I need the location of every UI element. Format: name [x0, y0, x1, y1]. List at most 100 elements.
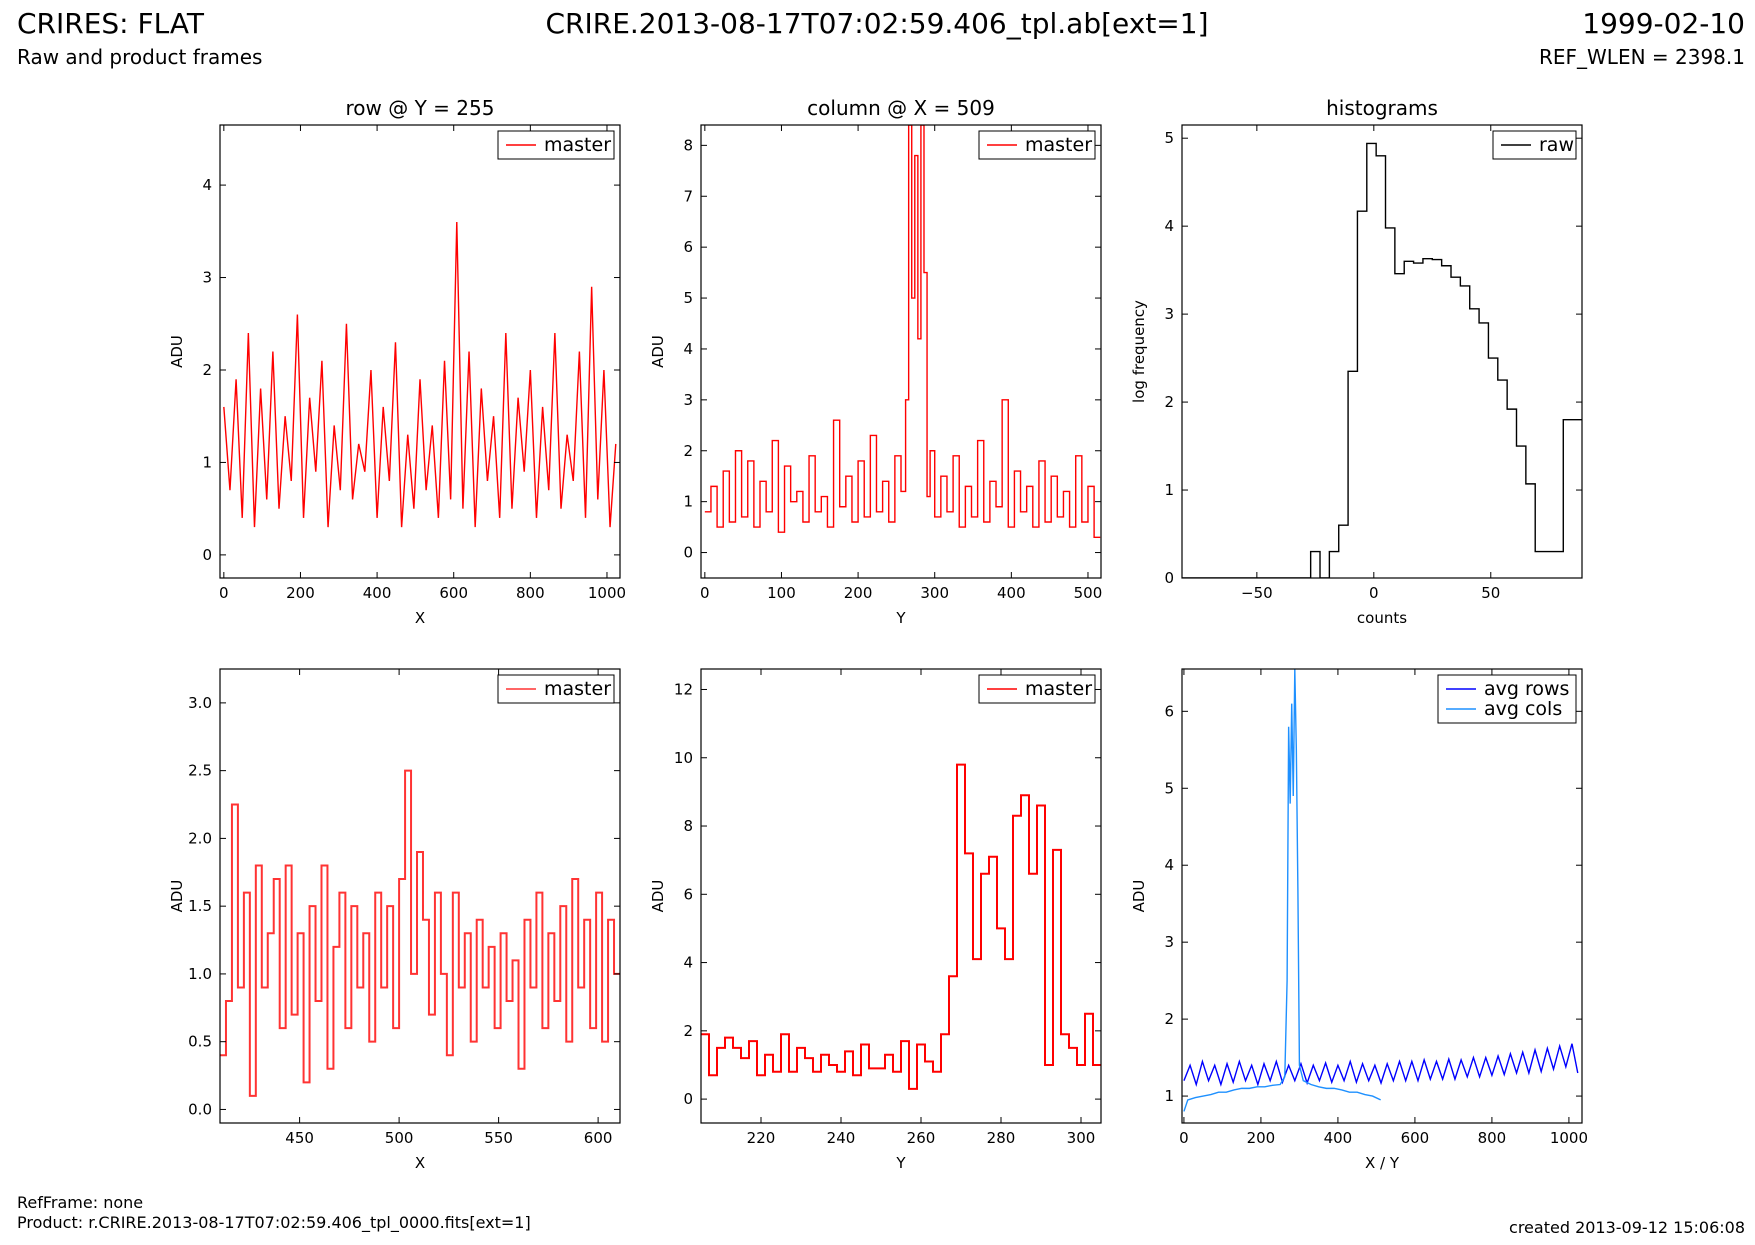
x-tick-label: 500: [385, 1129, 414, 1147]
chart-panel-3: −50 0 50 0 1 2 3 4 5 histograms counts log frequenc…: [1130, 96, 1583, 627]
chart-panel-6: 0 200 400 600 800 1000 1 2 3 4 5 6 X / Y ADU avg rowsa…: [1130, 668, 1588, 1172]
y-tick-label: 8: [683, 817, 693, 835]
product-label: Product: r.CRIRE.2013-08-17T07:02:59.406…: [17, 1213, 531, 1232]
y-tick-label: 5: [1164, 129, 1174, 147]
x-tick-label: 600: [1401, 1129, 1430, 1147]
legend-box: [978, 674, 1096, 704]
chart-panel-2: 0 100 200 300 400 500 0 1 2 3 4 5 6 7 8 column @ X = 50…: [649, 96, 1102, 627]
y-tick-label: 10: [674, 749, 693, 767]
refframe-label: RefFrame: none: [17, 1193, 144, 1212]
y-tick-label: 2: [683, 442, 693, 460]
y-tick-label: 0: [202, 546, 212, 564]
x-tick-label: 200: [1247, 1129, 1276, 1147]
y-tick-label: 1: [202, 453, 212, 471]
y-tick-label: 6: [1164, 702, 1174, 720]
y-tick-label: 0: [1164, 569, 1174, 587]
y-axis-label: ADU: [1130, 880, 1148, 913]
series-line-master: [223, 222, 617, 528]
x-tick-label: 200: [844, 584, 873, 602]
series-line-master: [701, 763, 1101, 1090]
y-tick-label: 0.5: [188, 1033, 212, 1051]
y-tick-label: 2: [1164, 1010, 1174, 1028]
legend-label: master: [1025, 134, 1092, 156]
axes-frame: [219, 124, 621, 579]
y-tick-label: 2: [1164, 393, 1174, 411]
x-tick-label: 0: [1369, 584, 1379, 602]
chart-title: histograms: [1326, 96, 1438, 120]
legend-label: master: [1025, 678, 1092, 700]
axes-frame: [219, 668, 621, 1124]
x-tick-label: 280: [987, 1129, 1016, 1147]
x-tick-label: 300: [1067, 1129, 1096, 1147]
y-tick-label: 0: [683, 544, 693, 562]
x-tick-label: 220: [747, 1129, 776, 1147]
x-tick-label: 0: [219, 584, 229, 602]
axes-frame: [700, 124, 1102, 579]
x-axis-label: X / Y: [1365, 1154, 1400, 1172]
x-tick-label: 1000: [1550, 1129, 1588, 1147]
y-tick-label: 1.5: [188, 897, 212, 915]
y-tick-label: 1: [1164, 1087, 1174, 1105]
x-tick-label: 300: [920, 584, 949, 602]
legend-label: avg cols: [1484, 698, 1562, 720]
x-tick-label: 0: [700, 584, 710, 602]
y-axis-label: ADU: [649, 880, 667, 913]
legend-box: [1437, 674, 1577, 724]
x-tick-label: 800: [516, 584, 545, 602]
axes-frame: [700, 668, 1102, 1124]
figure-title: CRIRES: FLAT: [17, 7, 204, 40]
legend: raw: [1492, 130, 1577, 160]
y-axis-label: ADU: [168, 335, 186, 368]
x-axis-label: X: [415, 1154, 425, 1172]
y-tick-label: 3: [683, 391, 693, 409]
y-tick-label: 12: [674, 680, 693, 698]
axes-frame: [1181, 668, 1583, 1124]
x-axis-label: counts: [1357, 609, 1407, 627]
x-tick-label: 240: [827, 1129, 856, 1147]
x-axis-label: Y: [895, 1154, 906, 1172]
y-tick-label: 0.0: [188, 1100, 212, 1118]
y-tick-label: 5: [1164, 779, 1174, 797]
y-axis-label: ADU: [649, 335, 667, 368]
x-tick-label: −50: [1241, 584, 1273, 602]
y-tick-label: 4: [683, 954, 693, 972]
axes-frame: [1181, 124, 1583, 579]
x-tick-label: 550: [484, 1129, 513, 1147]
series-line-master: [704, 125, 1101, 538]
figure-subtitle: Raw and product frames: [17, 45, 263, 69]
file-name-title: CRIRE.2013-08-17T07:02:59.406_tpl.ab[ext…: [545, 7, 1209, 40]
x-tick-label: 400: [1324, 1129, 1353, 1147]
chart-panel-1: 0 200 400 600 800 1000 0 1 2 3 4 row @ Y = 255 X ADU m…: [168, 96, 626, 627]
series-line-avg-cols: [1183, 669, 1381, 1112]
legend-label: master: [544, 134, 611, 156]
y-tick-label: 2: [683, 1022, 693, 1040]
legend: master: [978, 674, 1096, 704]
y-tick-label: 5: [683, 289, 693, 307]
chart-panel-5: 220 240 260 280 300 0 2 4 6 8 10 12 Y ADU master: [649, 668, 1102, 1172]
y-tick-label: 3.0: [188, 694, 212, 712]
x-tick-label: 500: [1074, 584, 1103, 602]
y-axis-label: ADU: [168, 880, 186, 913]
legend: master: [978, 130, 1096, 160]
y-tick-label: 3: [1164, 933, 1174, 951]
y-tick-label: 0: [683, 1090, 693, 1108]
x-tick-label: 400: [363, 584, 392, 602]
y-tick-label: 1.0: [188, 965, 212, 983]
y-tick-label: 4: [1164, 856, 1174, 874]
y-tick-label: 1: [1164, 481, 1174, 499]
y-tick-label: 4: [683, 340, 693, 358]
y-tick-label: 6: [683, 885, 693, 903]
x-tick-label: 0: [1179, 1129, 1189, 1147]
ref-wlen-label: REF_WLEN = 2398.1: [1538, 45, 1745, 69]
y-tick-label: 7: [683, 187, 693, 205]
x-tick-label: 800: [1478, 1129, 1507, 1147]
legend-label: raw: [1539, 134, 1574, 156]
x-tick-label: 450: [285, 1129, 314, 1147]
y-tick-label: 2.0: [188, 829, 212, 847]
x-axis-label: Y: [895, 609, 906, 627]
series-line-master: [220, 769, 620, 1097]
y-tick-label: 3: [202, 269, 212, 287]
y-tick-label: 8: [683, 136, 693, 154]
